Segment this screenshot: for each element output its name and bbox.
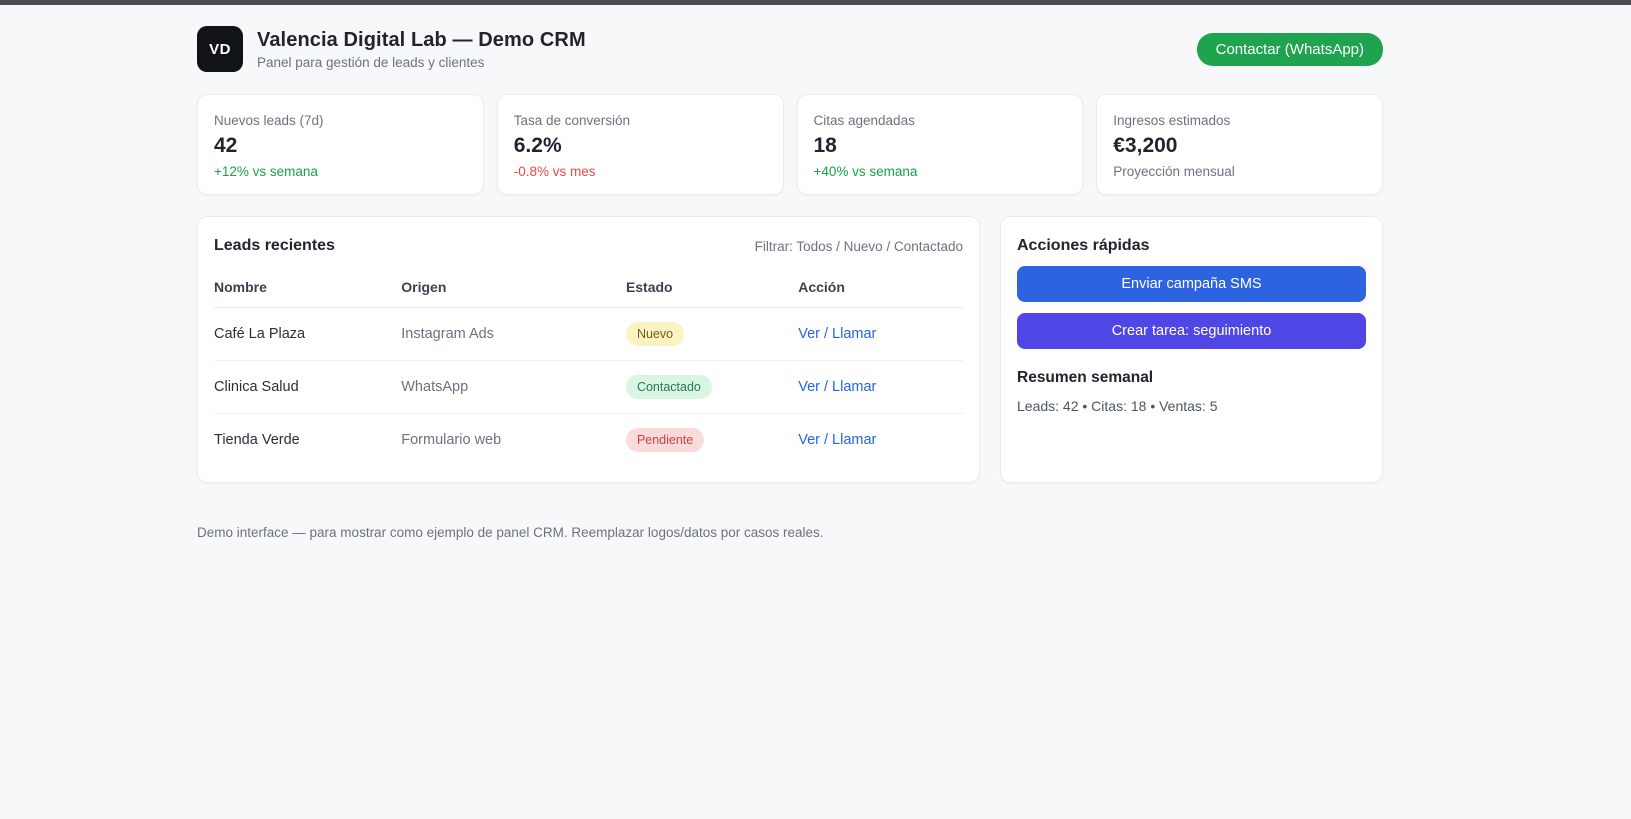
- stat-value: €3,200: [1113, 134, 1178, 157]
- table-row: Café La Plaza Instagram Ads Nuevo Ver / …: [214, 307, 963, 361]
- app-header: VD Valencia Digital Lab — Demo CRM Panel…: [197, 26, 1383, 72]
- title-block: Valencia Digital Lab — Demo CRM Panel pa…: [257, 29, 586, 70]
- column-header-origen: Origen: [401, 269, 626, 308]
- stat-card-nuevos-leads: Nuevos leads (7d) 42 +12% vs semana: [197, 94, 484, 195]
- stat-delta: +40% vs semana: [813, 164, 918, 179]
- stat-card-tasa-conversion: Tasa de conversión 6.2% -0.8% vs mes: [496, 94, 784, 195]
- lead-action-link[interactable]: Ver / Llamar: [798, 379, 877, 395]
- contact-whatsapp-button[interactable]: Contactar (WhatsApp): [1196, 32, 1383, 66]
- weekly-summary-title: Resumen semanal: [1017, 369, 1154, 386]
- leads-title: Leads recientes: [214, 237, 335, 254]
- stat-value: 6.2%: [513, 134, 562, 157]
- demo-footer-note: Demo interface — para mostrar como ejemp…: [197, 525, 824, 540]
- lead-action-link[interactable]: Ver / Llamar: [798, 326, 877, 342]
- column-header-accion: Acción: [798, 269, 963, 308]
- lead-origin: Instagram Ads: [401, 307, 626, 361]
- page-container: VD Valencia Digital Lab — Demo CRM Panel…: [197, 26, 1383, 540]
- leads-filter-links[interactable]: Filtrar: Todos / Nuevo / Contactado: [754, 238, 963, 254]
- send-sms-campaign-button[interactable]: Enviar campaña SMS: [1017, 266, 1366, 302]
- leads-table: Nombre Origen Estado Acción Café La Plaz…: [214, 269, 963, 466]
- status-badge: Nuevo: [625, 322, 685, 346]
- stat-delta: Proyección mensual: [1113, 164, 1235, 179]
- lead-name: Café La Plaza: [214, 307, 402, 361]
- stat-label: Nuevos leads (7d): [214, 113, 324, 128]
- page-title: Valencia Digital Lab — Demo CRM: [257, 28, 586, 51]
- create-task-button[interactable]: Crear tarea: seguimiento: [1017, 313, 1366, 349]
- brand-logo: VD: [197, 26, 243, 72]
- status-badge: Contactado: [625, 375, 712, 399]
- stat-delta: +12% vs semana: [214, 164, 318, 179]
- lead-name: Clinica Salud: [214, 360, 402, 414]
- lead-name: Tienda Verde: [214, 432, 300, 448]
- weekly-summary-text: Leads: 42 • Citas: 18 • Ventas: 5: [1017, 398, 1218, 414]
- top-window-strip: [0, 0, 1631, 5]
- stat-card-citas-agendadas: Citas agendadas 18 +40% vs semana: [796, 94, 1084, 195]
- table-row: Clinica Salud WhatsApp Contactado Ver / …: [214, 360, 963, 414]
- lead-origin: Formulario web: [401, 432, 502, 448]
- quick-actions-card: Acciones rápidas Enviar campaña SMS Crea…: [1000, 216, 1383, 483]
- column-header-estado: Estado: [625, 269, 799, 308]
- stat-label: Tasa de conversión: [513, 113, 631, 128]
- stat-label: Ingresos estimados: [1113, 113, 1231, 128]
- stat-label: Citas agendadas: [813, 113, 915, 128]
- leads-card: Leads recientes Filtrar: Todos / Nuevo /…: [197, 216, 980, 483]
- status-badge: Pendiente: [625, 428, 705, 452]
- leads-table-header-row: Nombre Origen Estado Acción: [214, 269, 963, 308]
- page-subtitle: Panel para gestión de leads y clientes: [257, 54, 485, 70]
- stat-delta: -0.8% vs mes: [513, 164, 596, 179]
- table-row: Tienda Verde Formulario web Pendiente Ve…: [214, 414, 963, 467]
- leads-card-header: Leads recientes Filtrar: Todos / Nuevo /…: [214, 233, 963, 257]
- main-row: Leads recientes Filtrar: Todos / Nuevo /…: [197, 216, 1383, 483]
- quick-actions-title: Acciones rápidas: [1017, 237, 1150, 254]
- lead-origin: WhatsApp: [401, 360, 626, 414]
- stat-value: 42: [214, 134, 238, 157]
- column-header-nombre: Nombre: [214, 269, 402, 308]
- stat-card-ingresos-estimados: Ingresos estimados €3,200 Proyección men…: [1096, 94, 1383, 195]
- stats-row: Nuevos leads (7d) 42 +12% vs semana Tasa…: [197, 94, 1383, 195]
- lead-action-link[interactable]: Ver / Llamar: [798, 432, 877, 448]
- stat-value: 18: [813, 134, 837, 157]
